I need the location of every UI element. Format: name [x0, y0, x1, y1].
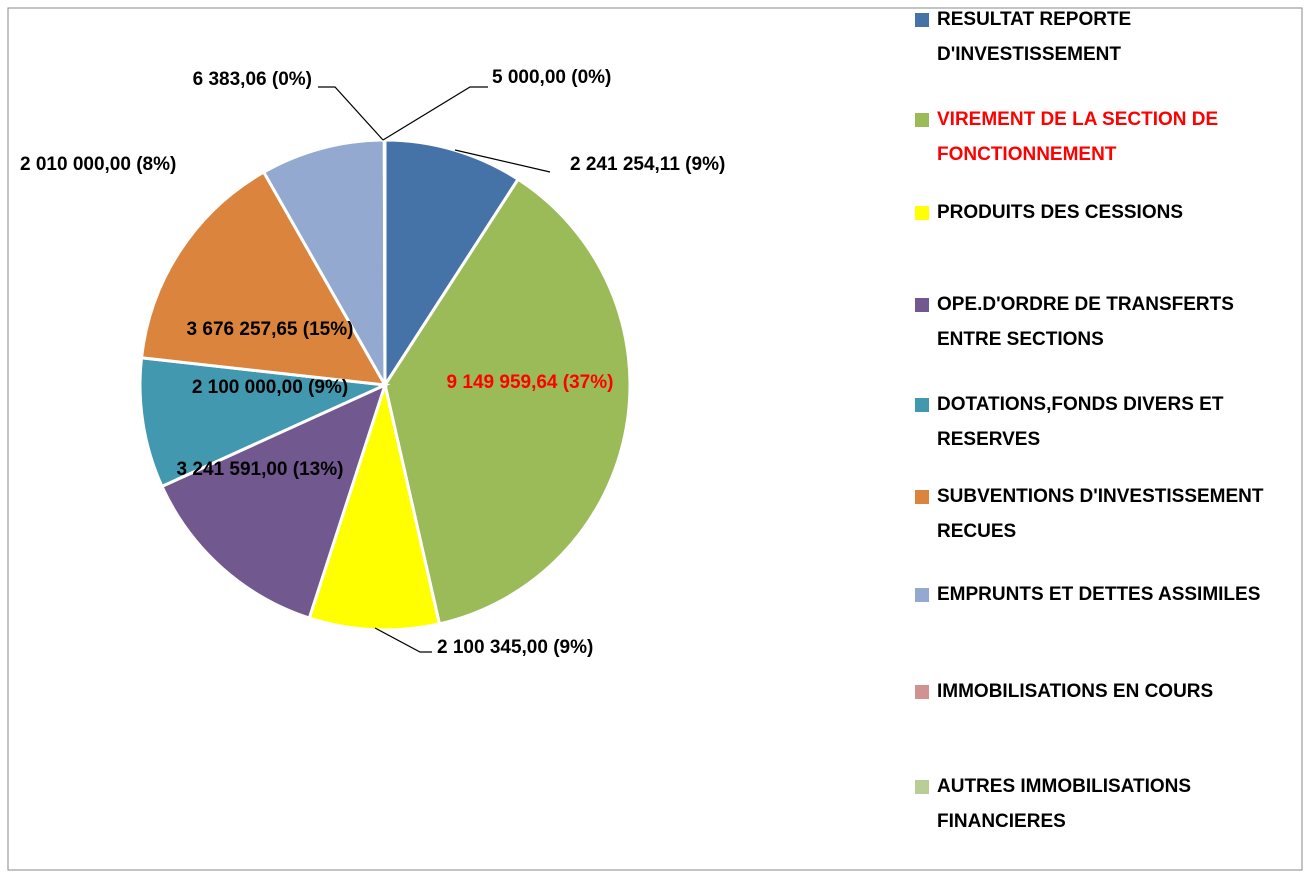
leader-line [318, 86, 384, 141]
legend-swatch [915, 780, 929, 794]
legend-swatch [915, 13, 929, 27]
pie-slice [383, 138, 521, 391]
legend-label: PRODUITS DES CESSIONS [937, 202, 1183, 223]
legend-label: AUTRES IMMOBILISATIONS FINANCIERES [937, 776, 1191, 832]
pie-slice [383, 177, 632, 626]
data-label: 2 100 345,00 (9%) [437, 637, 593, 658]
leader-line [454, 149, 551, 173]
data-label: 3 676 257,65 (15%) [187, 319, 354, 340]
pie-slice [159, 382, 388, 620]
legend-label: DOTATIONS,FONDS DIVERS ET RESERVES [937, 394, 1224, 450]
data-label: 9 149 959,64 (37%) [447, 372, 614, 393]
data-label: 2 010 000,00 (8%) [20, 154, 176, 175]
data-label: 2 241 254,11 (9%) [570, 154, 725, 175]
legend-swatch [915, 206, 929, 220]
leader-line [374, 627, 432, 653]
legend-swatch [915, 588, 929, 602]
legend-label: SUBVENTIONS D'INVESTISSEMENT RECUES [937, 486, 1264, 542]
legend-swatch [915, 113, 929, 127]
legend-label: RESULTAT REPORTE D'INVESTISSEMENT [937, 9, 1131, 65]
pie-slice [138, 356, 391, 489]
legend-label: OPE.D'ORDRE DE TRANSFERTS ENTRE SECTIONS [937, 294, 1234, 350]
legend-label: VIREMENT DE LA SECTION DE FONCTIONNEMENT [937, 109, 1218, 165]
pie-slice [307, 379, 442, 632]
legend-label: IMMOBILISATIONS EN COURS [937, 681, 1213, 702]
pie-slice [139, 170, 388, 387]
legend-swatch [915, 398, 929, 412]
data-label: 3 241 591,00 (13%) [177, 459, 344, 480]
legend-swatch [915, 490, 929, 504]
legend-swatch [915, 298, 929, 312]
data-label: 5 000,00 (0%) [492, 67, 611, 88]
legend-swatch [915, 685, 929, 699]
legend-label: EMPRUNTS ET DETTES ASSIMILES [937, 584, 1260, 605]
leader-line [382, 86, 488, 141]
pie-slice [261, 138, 387, 391]
data-label: 6 383,06 (0%) [193, 69, 312, 90]
data-label: 2 100 000,00 (9%) [192, 377, 348, 398]
